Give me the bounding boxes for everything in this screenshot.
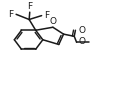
Text: O: O	[49, 17, 56, 26]
Text: F: F	[27, 2, 32, 11]
Text: F: F	[9, 10, 14, 19]
Text: O: O	[78, 26, 85, 35]
Text: O: O	[78, 37, 85, 46]
Text: F: F	[44, 11, 49, 20]
